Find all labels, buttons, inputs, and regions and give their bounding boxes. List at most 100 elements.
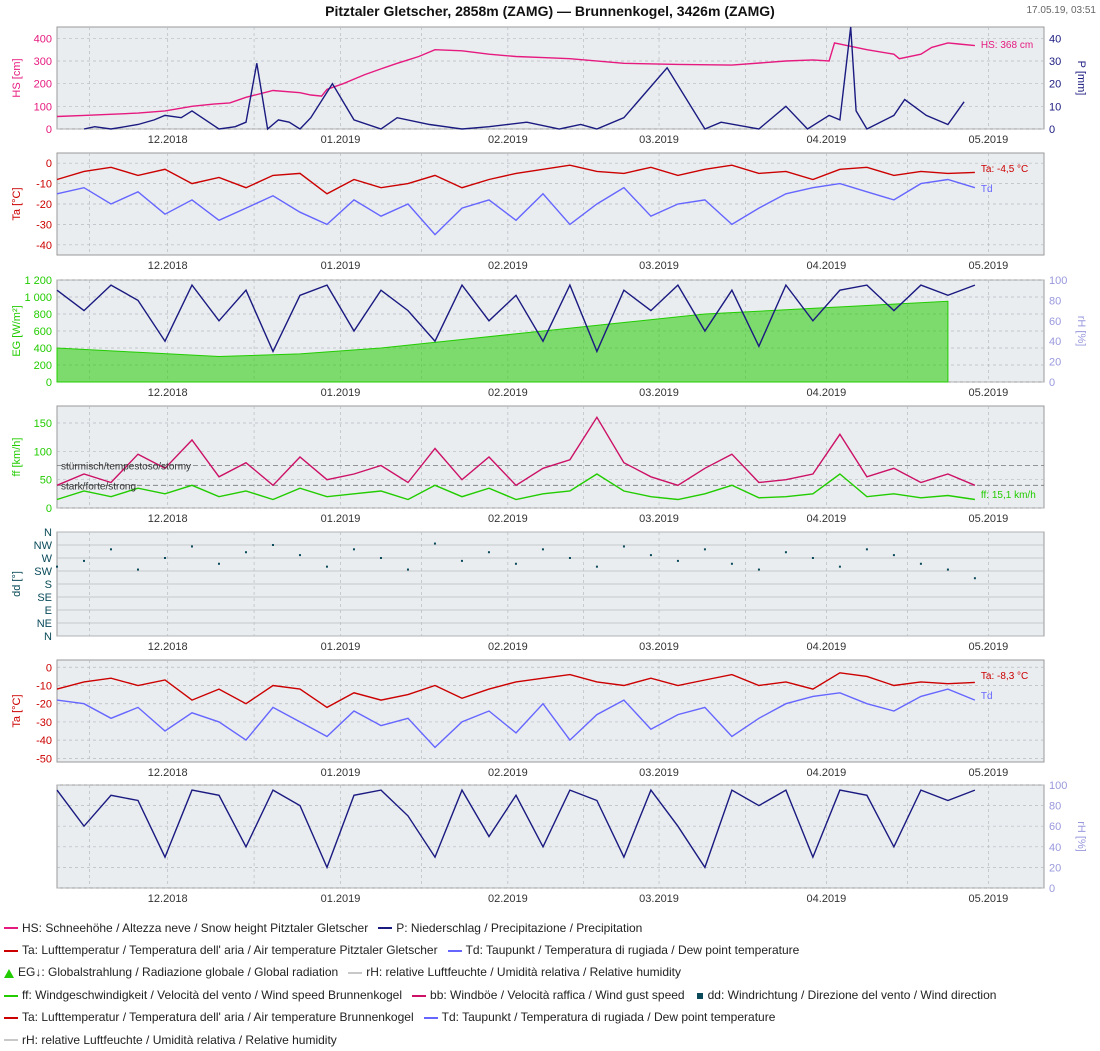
x-tick-label: 04.2019 — [807, 387, 847, 399]
y-right-tick-label: 10 — [1049, 101, 1061, 113]
panel-frame — [56, 784, 1045, 889]
x-tick-label: 12.2018 — [148, 893, 188, 905]
chart-title: Pitztaler Gletscher, 2858m (ZAMG) — Brun… — [325, 3, 775, 19]
legend-row: Ta: Lufttemperatur / Temperatura dell' a… — [4, 938, 1094, 960]
series-Td — [56, 688, 976, 749]
legend-swatch — [378, 927, 393, 930]
x-tick-label: 02.2019 — [488, 641, 528, 653]
y-tick-label: 50 — [40, 475, 52, 487]
series-EG — [56, 300, 949, 383]
series-ff — [56, 473, 976, 501]
y-tick-label: E — [45, 605, 52, 617]
legend-row: Ta: Lufttemperatur / Temperatura dell' a… — [4, 1006, 1094, 1028]
data-point-dd — [649, 554, 652, 557]
data-point-dd — [622, 545, 625, 548]
y-tick-label: NW — [34, 540, 53, 552]
y-tick-label: -40 — [36, 735, 52, 747]
x-tick-label: 02.2019 — [488, 513, 528, 525]
y-tick-label: 800 — [34, 309, 52, 321]
x-tick-label: 04.2019 — [807, 767, 847, 779]
legend: HS: Schneehöhe / Altezza neve / Snow hei… — [4, 916, 1094, 1050]
legend-label: HS: Schneehöhe / Altezza neve / Snow hei… — [22, 920, 369, 935]
x-tick-label: 12.2018 — [148, 387, 188, 399]
panel-frame — [56, 26, 1045, 130]
panel-snow-precip: 0 100 200 300 400 HS [cm] 0 10 20 30 40 P [mm] 12.20… — [11, 26, 1087, 146]
x-tick-label: 04.2019 — [807, 134, 847, 146]
legend-item: Ta: Lufttemperatur / Temperatura dell' a… — [4, 939, 438, 961]
legend-label: bb: Windböe / Velocità raffica / Wind gu… — [430, 987, 685, 1002]
data-point-dd — [568, 557, 571, 559]
x-tick-label: 12.2018 — [148, 767, 188, 779]
y-right-tick-label: 20 — [1049, 357, 1061, 369]
legend-swatch — [423, 1017, 438, 1020]
y-right-tick-label: 60 — [1049, 316, 1061, 328]
y-axis-label: Ta [°C] — [11, 694, 23, 727]
x-tick-label: 02.2019 — [488, 134, 528, 146]
x-tick-label: 12.2018 — [148, 513, 188, 525]
x-tick-label: 12.2018 — [148, 134, 188, 146]
y-right-axis-label: rH [%] — [1075, 316, 1087, 347]
x-tick-label: 03.2019 — [639, 134, 679, 146]
data-point-dd — [784, 551, 787, 554]
legend-swatch — [4, 949, 18, 952]
y-right-axis-label: rH [%] — [1075, 821, 1087, 852]
data-point-dd — [352, 548, 355, 551]
data-point-dd — [379, 557, 382, 559]
annotation-label: Td — [981, 691, 993, 702]
legend-label: Td: Taupunkt / Temperatura di rugiada / … — [441, 1010, 776, 1025]
panel-wind-speed: 0 50 100 150 ff [km/h] 12.2018 01.2019 02.2019 0… — [11, 405, 1045, 525]
legend-item: Td: Taupunkt / Temperatura di rugiada / … — [423, 1006, 776, 1028]
data-point-dd — [136, 568, 139, 571]
legend-swatch — [4, 1017, 18, 1020]
y-tick-label: NE — [37, 618, 52, 630]
data-point-dd — [838, 565, 841, 568]
x-tick-label: 03.2019 — [639, 260, 679, 272]
x-tick-label: 02.2019 — [488, 387, 528, 399]
y-tick-label: 1 000 — [24, 292, 52, 304]
y-right-tick-label: 20 — [1049, 862, 1061, 874]
legend-item: rH: relative Luftfeuchte / Umidità relat… — [4, 1029, 337, 1051]
legend-swatch — [447, 949, 462, 952]
y-tick-label: -20 — [36, 699, 52, 711]
y-tick-label: SE — [37, 592, 52, 604]
y-tick-label: -30 — [36, 717, 52, 729]
x-tick-label: 02.2019 — [488, 260, 528, 272]
x-tick-label: 05.2019 — [969, 134, 1009, 146]
data-point-dd — [433, 542, 436, 545]
y-tick-label: -10 — [36, 179, 52, 191]
legend-label: ff: Windgeschwindigkeit / Velocità del v… — [22, 987, 403, 1002]
legend-swatch — [696, 992, 703, 999]
x-tick-label: 04.2019 — [807, 893, 847, 905]
data-point-dd — [595, 565, 598, 568]
x-tick-label: 01.2019 — [321, 893, 361, 905]
series-Ta — [56, 164, 975, 195]
y-tick-label: 400 — [34, 33, 52, 45]
data-point-dd — [190, 545, 193, 548]
y-tick-label: 0 — [46, 377, 52, 389]
y-tick-label: 200 — [34, 79, 52, 91]
y-tick-label: 100 — [34, 101, 52, 113]
panel-frame — [56, 659, 1045, 763]
y-right-tick-label: 40 — [1049, 33, 1061, 45]
legend-item: EG↓: Globalstrahlung / Radiazione global… — [4, 961, 338, 983]
data-point-dd — [163, 557, 166, 559]
y-tick-label: 0 — [46, 662, 52, 674]
y-tick-label: 1 200 — [24, 275, 52, 287]
legend-item: HS: Schneehöhe / Altezza neve / Snow hei… — [4, 917, 368, 939]
y-tick-label: 0 — [46, 124, 52, 136]
annotation-label: Td — [981, 184, 993, 195]
x-tick-label: 03.2019 — [639, 387, 679, 399]
x-tick-label: 05.2019 — [969, 641, 1009, 653]
y-right-tick-label: 0 — [1049, 124, 1055, 136]
timestamp: 17.05.19, 03:51 — [1026, 5, 1096, 16]
x-tick-label: 01.2019 — [321, 641, 361, 653]
y-tick-label: 600 — [34, 326, 52, 338]
data-point-dd — [973, 577, 976, 580]
data-point-dd — [892, 554, 895, 557]
y-tick-label: 300 — [34, 56, 52, 68]
legend-swatch — [4, 968, 14, 978]
panel-temp-glacier: 0 -10 -20 -30 -40 Ta [°C] 12.2018 01.2019 02.201… — [11, 152, 1045, 272]
y-tick-label: 200 — [34, 360, 52, 372]
x-tick-label: 02.2019 — [488, 767, 528, 779]
legend-item: Td: Taupunkt / Temperatura di rugiada / … — [447, 939, 799, 961]
